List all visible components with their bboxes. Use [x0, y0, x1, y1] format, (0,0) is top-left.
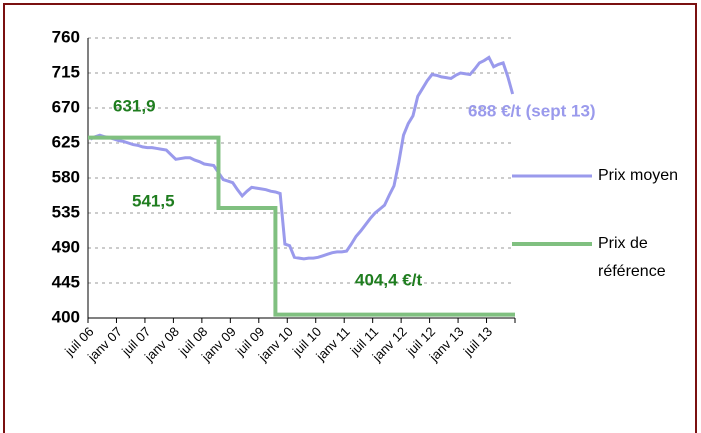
- y-tick-label: 715: [52, 62, 80, 81]
- series-line: [89, 55, 515, 261]
- y-tick-label: 670: [52, 97, 80, 116]
- legend-label: Prix moyen: [598, 167, 679, 184]
- y-tick-label: 760: [52, 27, 80, 46]
- annotation: 631,9: [113, 96, 156, 115]
- y-tick-label: 580: [52, 167, 80, 186]
- y-tick-label: 490: [52, 237, 80, 256]
- x-tick-label: juil 13: [460, 324, 495, 359]
- y-tick-label: 535: [52, 202, 80, 221]
- annotation: 541,5: [132, 191, 175, 210]
- series-line: [88, 135, 515, 317]
- frame: [3, 3, 697, 433]
- y-tick-label: 625: [52, 132, 80, 151]
- annotation: 688 €/t (sept 13): [468, 101, 596, 120]
- y-tick-label: 400: [52, 307, 80, 326]
- annotation: 404,4 €/t: [355, 270, 422, 289]
- y-tick-label: 445: [52, 272, 80, 291]
- legend-label: Prix de référence: [598, 235, 666, 280]
